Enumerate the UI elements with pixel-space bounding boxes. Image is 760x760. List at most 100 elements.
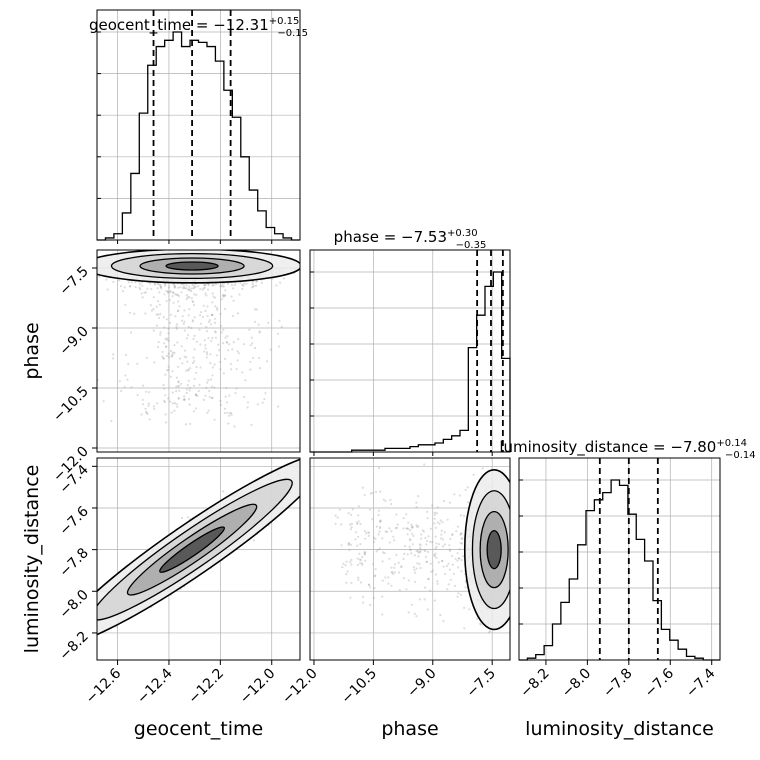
sample-point <box>447 562 450 565</box>
sample-point <box>434 573 437 576</box>
sample-point <box>127 281 130 284</box>
sample-point <box>230 284 233 287</box>
sample-point <box>219 324 223 327</box>
sample-point <box>394 563 397 566</box>
sample-point <box>387 582 390 585</box>
sample-point <box>203 350 206 353</box>
sample-point <box>117 279 121 282</box>
sample-point <box>226 349 230 352</box>
sample-point <box>407 579 410 582</box>
sample-point <box>178 384 181 387</box>
sample-point <box>139 288 142 291</box>
sample-point <box>126 378 129 381</box>
sample-point <box>228 412 231 415</box>
title-phase: phase = −7.53+0.30 −0.35 <box>334 228 487 251</box>
sample-point <box>252 285 255 288</box>
sample-point <box>136 362 139 365</box>
sample-point <box>419 550 422 553</box>
sample-point <box>379 520 382 524</box>
sample-point <box>402 517 405 520</box>
sample-point <box>430 570 433 573</box>
sample-point <box>170 411 173 414</box>
sample-point <box>106 288 109 291</box>
sample-point <box>182 398 185 401</box>
sample-point <box>163 399 166 402</box>
sample-point <box>394 526 397 530</box>
sample-point <box>149 304 152 307</box>
sample-point <box>453 493 456 496</box>
sample-point <box>202 304 205 307</box>
sample-point <box>424 550 427 553</box>
sample-point <box>98 275 101 278</box>
sample-point <box>250 336 253 339</box>
sample-point <box>194 285 197 288</box>
sample-point <box>349 543 353 546</box>
sample-point <box>381 579 384 582</box>
scatter-panel-phase-luminosity_distance <box>309 457 511 661</box>
sample-point <box>406 533 409 536</box>
sample-point <box>433 511 436 514</box>
sample-point <box>191 283 194 286</box>
sample-point <box>222 295 225 298</box>
sample-point <box>207 337 210 340</box>
sample-point <box>250 423 253 427</box>
sample-point <box>182 287 185 290</box>
sample-point <box>94 600 96 602</box>
sample-point <box>206 305 209 308</box>
sample-point <box>461 537 464 541</box>
sample-point <box>348 548 351 552</box>
sample-point <box>167 291 170 294</box>
sample-point <box>214 331 217 334</box>
sample-point <box>442 620 445 623</box>
sample-point <box>179 286 182 289</box>
sample-point <box>349 596 352 599</box>
sample-point <box>206 353 209 356</box>
sample-point <box>392 535 395 538</box>
sample-point <box>434 547 437 550</box>
sample-point <box>211 396 214 400</box>
sample-point <box>173 344 176 347</box>
sample-point <box>348 542 351 545</box>
sample-point <box>278 319 281 322</box>
sample-point <box>244 379 247 382</box>
sample-point <box>361 555 364 559</box>
sample-point <box>371 563 375 566</box>
sample-point <box>144 312 147 315</box>
sample-point <box>365 532 368 535</box>
sample-point <box>421 529 424 532</box>
sample-point <box>164 337 167 340</box>
sample-point <box>222 372 225 375</box>
sample-point <box>204 347 207 350</box>
sample-point <box>220 331 223 334</box>
sample-point <box>136 394 139 397</box>
sample-point <box>198 328 201 331</box>
sample-point <box>207 379 210 382</box>
sample-point <box>214 305 217 308</box>
sample-point <box>196 394 199 397</box>
sample-point <box>159 312 162 316</box>
sample-point <box>398 589 401 592</box>
sample-point <box>187 379 190 382</box>
panel-frame <box>309 249 511 453</box>
sample-point <box>456 559 459 562</box>
sample-point <box>393 539 396 542</box>
sample-point <box>123 286 126 289</box>
sample-point <box>162 384 165 387</box>
sample-point <box>245 282 248 285</box>
sample-point <box>435 542 438 545</box>
sample-point <box>344 564 347 567</box>
sample-point <box>429 562 432 566</box>
sample-point <box>357 514 360 517</box>
sample-point <box>347 511 350 515</box>
sample-point <box>412 566 416 569</box>
sample-point <box>224 294 227 297</box>
y-tick-label-luminosity_distance: −8.2 <box>56 628 91 663</box>
sample-point <box>263 398 266 401</box>
sample-point <box>129 285 132 288</box>
sample-point <box>156 346 160 349</box>
sample-point <box>167 339 170 342</box>
sample-point <box>161 355 164 358</box>
sample-point <box>282 277 286 280</box>
sample-point <box>250 286 253 289</box>
sample-point <box>217 343 220 346</box>
